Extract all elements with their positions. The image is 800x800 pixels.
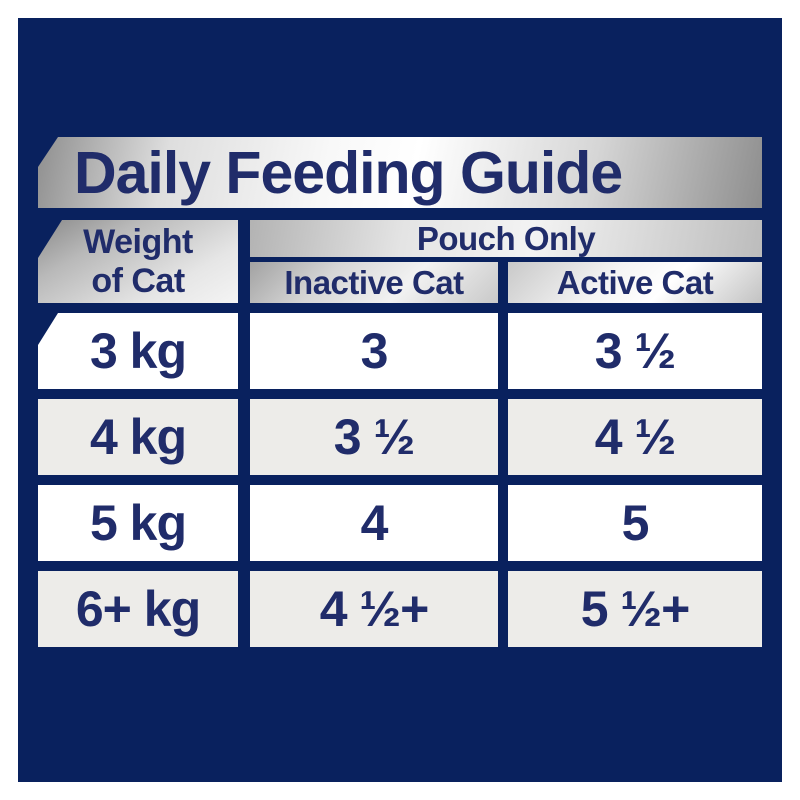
cell-weight-3kg: 3 kg: [38, 313, 238, 389]
cell-active-6plus-kg: 5 ½+: [508, 571, 762, 647]
group-header-pouch-only: Pouch Only: [250, 220, 762, 257]
table-row-3kg: 3 kg 3 3 ½: [0, 313, 800, 389]
cell-inactive-3kg: 3: [250, 313, 498, 389]
cell-inactive-5kg: 4: [250, 485, 498, 561]
cell-active-3kg: 3 ½: [508, 313, 762, 389]
cell-weight-4kg: 4 kg: [38, 399, 238, 475]
cell-inactive-4kg: 3 ½: [250, 399, 498, 475]
page-title: Daily Feeding Guide: [74, 139, 623, 206]
inactive-cat-label: Inactive Cat: [284, 263, 464, 301]
column-header-active-cat: Active Cat: [508, 262, 762, 303]
cell-active-4kg: 4 ½: [508, 399, 762, 475]
weight-header-line2: of Cat: [91, 261, 185, 300]
cell-inactive-6plus-kg: 4 ½+: [250, 571, 498, 647]
cell-active-5kg: 5: [508, 485, 762, 561]
title-banner: Daily Feeding Guide: [38, 137, 762, 208]
table-row-5kg: 5 kg 4 5: [0, 485, 800, 561]
cell-weight-5kg: 5 kg: [38, 485, 238, 561]
column-header-inactive-cat: Inactive Cat: [250, 262, 498, 303]
table-row-6plus-kg: 6+ kg 4 ½+ 5 ½+: [0, 571, 800, 647]
cell-weight-6plus-kg: 6+ kg: [38, 571, 238, 647]
pouch-only-label: Pouch Only: [416, 219, 596, 257]
weight-header-line1: Weight: [83, 223, 193, 262]
column-header-weight-of-cat: Weight of Cat: [38, 220, 238, 303]
table-row-4kg: 4 kg 3 ½ 4 ½: [0, 399, 800, 475]
active-cat-label: Active Cat: [556, 263, 714, 301]
